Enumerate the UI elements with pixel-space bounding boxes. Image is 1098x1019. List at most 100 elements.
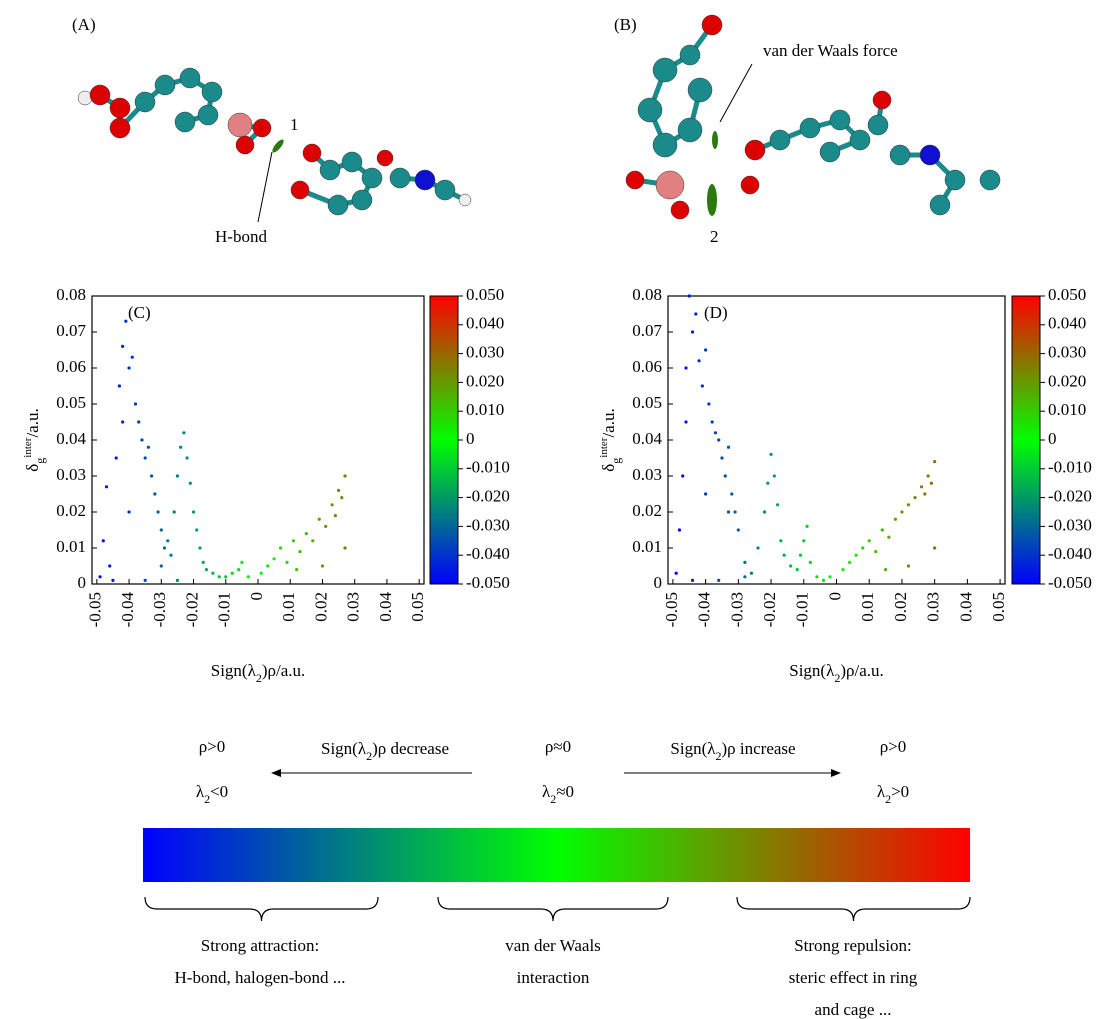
point (121, 420, 125, 424)
point (847, 560, 852, 565)
brace (144, 896, 379, 922)
atom (179, 67, 201, 89)
label-part: )ρ increase (722, 739, 796, 758)
point (159, 564, 163, 568)
point (677, 528, 682, 532)
colorbar-tick-label: -0.040 (466, 544, 510, 563)
point (127, 510, 131, 514)
colorbar-tick-label: 0.020 (466, 371, 504, 390)
atom (867, 114, 889, 136)
point (756, 546, 760, 550)
point (101, 539, 105, 543)
atom (197, 104, 219, 126)
group-label: H-bond, halogen-bond ... (175, 968, 346, 987)
x-tick-label: 0 (247, 592, 266, 601)
point (762, 510, 767, 514)
y-tick-label: 0.04 (632, 429, 662, 448)
atom (637, 97, 663, 123)
point (726, 445, 731, 449)
point (150, 474, 154, 478)
point (246, 575, 250, 579)
group-label: Strong repulsion: (794, 936, 912, 955)
label-part: ≈0 (556, 782, 574, 801)
point (854, 553, 858, 557)
label-part: 2 (204, 792, 210, 806)
x-tick-label: 0 (825, 592, 844, 601)
y-tick-label: 0.08 (56, 285, 86, 304)
colorbar-tick-label: -0.050 (1048, 573, 1092, 592)
x-tick-label: -0.04 (695, 592, 714, 628)
y-tick-label: 0.07 (632, 321, 662, 340)
x-tick-label: 0.03 (344, 592, 363, 622)
y-tick-label: 0.06 (632, 357, 662, 376)
y-tick-label: 0 (78, 573, 87, 592)
atom (227, 112, 253, 138)
atom (655, 170, 685, 200)
point (713, 431, 718, 435)
point (121, 344, 125, 348)
atom (201, 81, 223, 103)
annotation: van der Waals force (763, 41, 898, 60)
atom (302, 143, 322, 163)
point (697, 359, 701, 363)
brace (437, 896, 669, 922)
colorbar-tick-label: 0.020 (1048, 371, 1086, 390)
point (789, 564, 793, 568)
atom (319, 159, 341, 181)
point (201, 560, 205, 565)
x-tick-label: 0.05 (408, 592, 427, 622)
label-part: )ρ/a.u. (262, 661, 305, 680)
point (185, 456, 189, 460)
label: δginter/a.u. (22, 408, 47, 471)
label: Sign(λ2)ρ increase (670, 739, 795, 763)
point (867, 539, 871, 543)
colorbar-tick-label: -0.030 (466, 515, 510, 534)
label-part: >0 (891, 782, 909, 801)
atom (740, 175, 760, 195)
y-tick-label: 0.05 (632, 393, 662, 412)
atom (799, 117, 821, 139)
point (133, 402, 138, 406)
atom (889, 144, 911, 166)
point (188, 481, 192, 485)
point (295, 568, 299, 572)
point (98, 575, 102, 579)
colorbar-tick-label: 0 (466, 429, 475, 448)
atom (687, 77, 713, 103)
point (156, 510, 160, 514)
point (162, 546, 167, 550)
point (707, 402, 711, 406)
point (140, 438, 144, 442)
label-part: /a.u. (23, 408, 42, 437)
point (146, 445, 151, 449)
y-tick-label: 0.05 (56, 393, 86, 412)
point (320, 564, 325, 568)
point (933, 546, 937, 550)
atom (701, 14, 723, 36)
atom (929, 194, 951, 216)
point (237, 568, 241, 572)
point (723, 474, 727, 478)
point (684, 366, 688, 370)
group-label: van der Waals (505, 936, 601, 955)
point (681, 474, 685, 478)
x-tick-label: 0.02 (311, 592, 330, 622)
point (343, 474, 347, 478)
atom (652, 57, 678, 83)
colorbar-tick-label: -0.050 (466, 573, 510, 592)
label-part: λ (877, 782, 886, 801)
atom (458, 193, 472, 207)
atom (134, 91, 156, 113)
label-part: )ρ decrease (372, 739, 449, 758)
group-label: interaction (517, 968, 590, 987)
chart: -0.05 -0.04 -0.03 -0.02 -0.01 0 0.01 0.02 0.03 0.… (22, 285, 510, 685)
point (324, 524, 328, 529)
point (169, 553, 173, 557)
point (828, 575, 832, 579)
point (108, 564, 112, 568)
colorbar-tick-label: -0.030 (1048, 515, 1092, 534)
x-tick-label: 0.03 (924, 592, 943, 622)
point (204, 568, 209, 572)
panel-label: (C) (128, 303, 151, 322)
